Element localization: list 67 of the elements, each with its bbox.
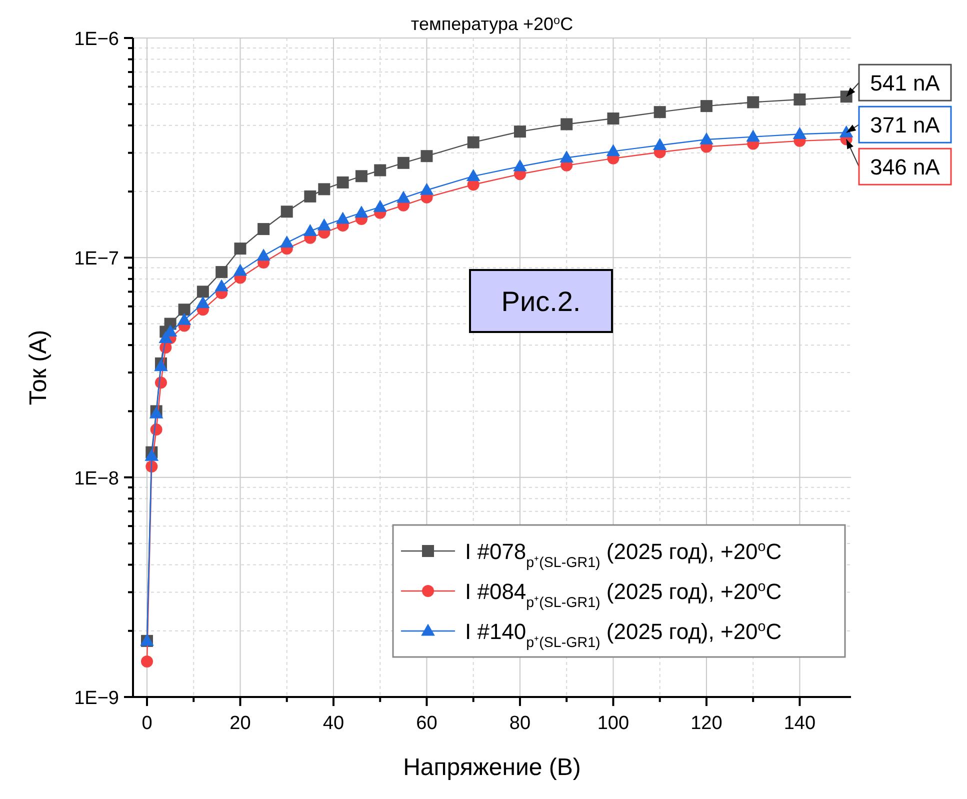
point	[654, 106, 666, 118]
point	[214, 279, 228, 292]
point	[336, 176, 349, 188]
point	[303, 224, 318, 236]
legend-label: I #140$_{p⁺(SL-GR1)}$ (2025 год), +20$^{o}$C	[465, 619, 782, 651]
y-tick-label: 1E−6	[74, 29, 119, 50]
point	[700, 132, 714, 144]
point	[373, 200, 388, 212]
y-tick-label: 1E−9	[74, 688, 119, 709]
point	[374, 164, 386, 176]
point	[355, 170, 368, 182]
point	[560, 150, 574, 163]
point	[317, 218, 332, 230]
point	[652, 138, 667, 150]
point	[839, 125, 854, 138]
x-tick-label: 100	[597, 713, 630, 734]
point	[354, 206, 368, 218]
annotation: Рис.2.	[501, 286, 581, 317]
chart-title: температура +20$^{o}$C	[410, 14, 574, 34]
x-tick-label: 140	[784, 713, 816, 734]
point	[196, 296, 210, 308]
point	[747, 96, 760, 108]
point	[258, 223, 270, 236]
point	[396, 190, 410, 203]
y-tick-label: 1E−8	[74, 468, 119, 490]
legend-label: I #084$_{p⁺(SL-GR1)}$ (2025 год), +20$^{o}$C	[465, 579, 782, 611]
x-tick-label: 120	[690, 713, 722, 734]
x-axis-title: Напряжение (В)	[403, 754, 581, 781]
point	[792, 126, 807, 139]
point	[560, 118, 573, 130]
point	[234, 242, 246, 255]
point	[513, 159, 527, 172]
point	[233, 264, 248, 276]
point	[420, 150, 433, 162]
text: 346 nA	[870, 154, 940, 180]
point	[397, 156, 410, 169]
y-tick-label: 1E−7	[74, 248, 119, 270]
point	[304, 190, 316, 202]
point	[606, 144, 620, 156]
x-tick-label: 0	[142, 713, 152, 734]
point	[140, 656, 153, 668]
x-tick-label: 40	[322, 713, 344, 734]
point	[607, 112, 620, 125]
point	[420, 182, 434, 195]
legend-label: I #078$_{p⁺(SL-GR1)}$ (2025 год), +20$^{o}$C	[465, 539, 782, 571]
point	[336, 212, 350, 224]
x-tick-label: 20	[230, 713, 251, 734]
point	[514, 126, 526, 138]
point	[144, 448, 159, 461]
point	[280, 235, 294, 248]
point	[216, 266, 228, 278]
point	[700, 100, 712, 112]
y-axis-title: Ток (А)	[25, 330, 52, 406]
point	[746, 130, 760, 142]
point	[467, 136, 480, 148]
text: 371 nA	[870, 112, 940, 138]
point	[177, 312, 192, 325]
point	[466, 168, 480, 181]
point	[196, 286, 209, 298]
text: 541 nA	[870, 70, 940, 96]
point	[280, 206, 293, 218]
x-tick-label: 80	[509, 713, 531, 734]
point	[318, 183, 330, 196]
point	[178, 304, 190, 316]
point	[256, 248, 270, 261]
point	[794, 93, 806, 106]
x-tick-label: 60	[416, 713, 438, 734]
